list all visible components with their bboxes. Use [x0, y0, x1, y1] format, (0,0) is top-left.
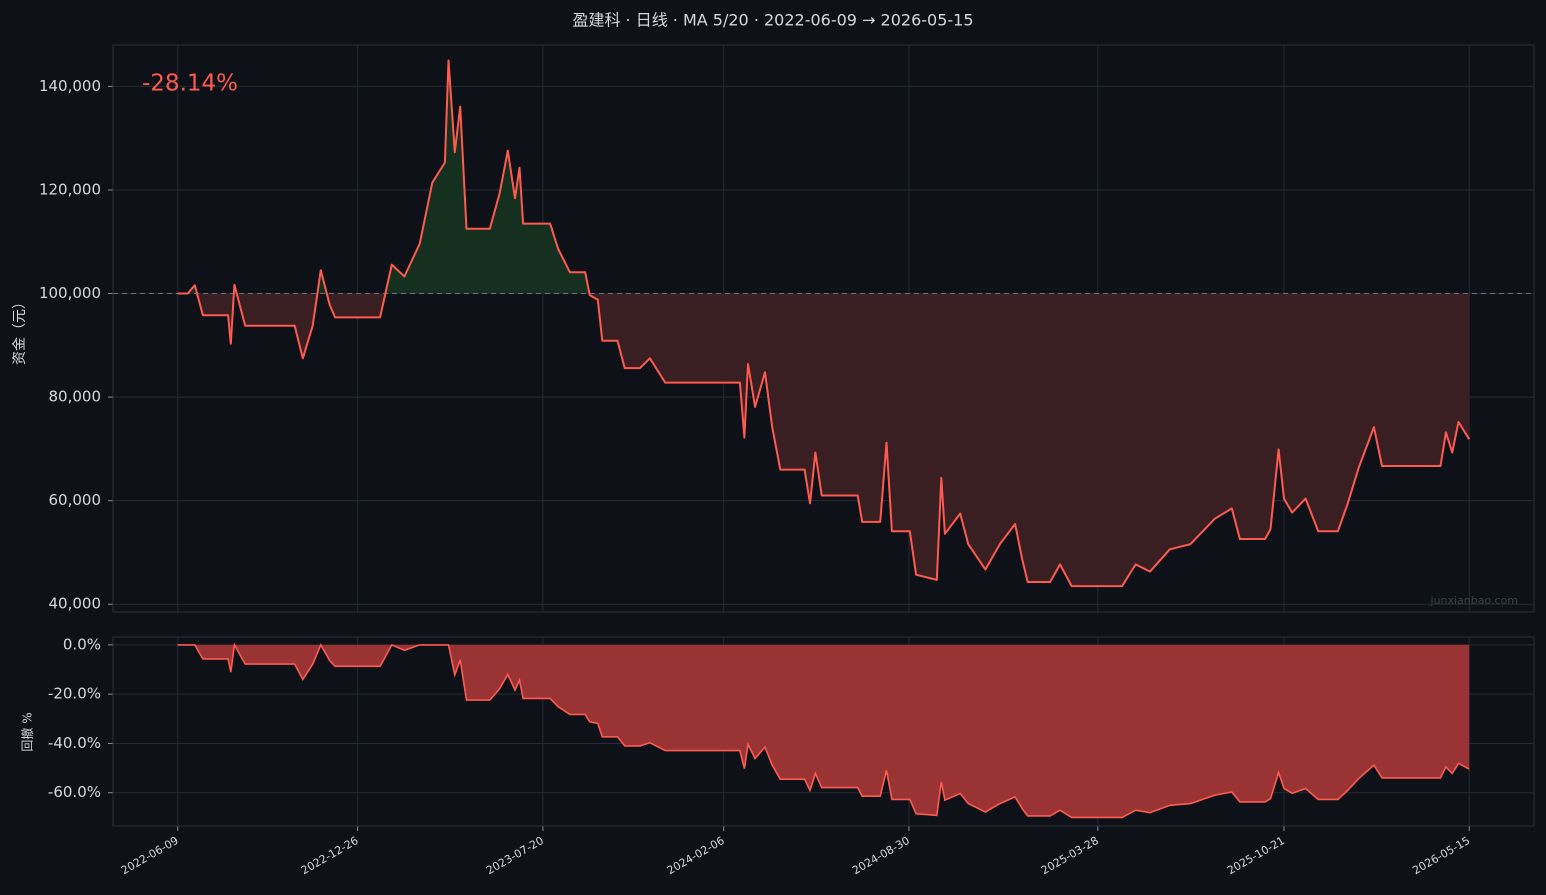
y-axis-label: 回撤 % — [20, 712, 35, 751]
y-axis-label: 资金（元） — [12, 295, 28, 365]
plot-frame — [112, 636, 1535, 827]
y-tick-label: 0.0% — [63, 635, 101, 653]
y-tick-label: 120,000 — [39, 180, 101, 198]
y-tick-label: -60.0% — [48, 783, 101, 801]
y-tick-label: 100,000 — [39, 284, 101, 302]
y-tick-label: 60,000 — [49, 491, 102, 509]
return-annotation: -28.14% — [142, 71, 238, 97]
y-tick-label: -20.0% — [48, 685, 101, 703]
y-tick-label: 80,000 — [49, 388, 102, 406]
plot-frame — [112, 44, 1535, 613]
drawdown-line — [177, 642, 1470, 819]
y-tick-label: 40,000 — [49, 595, 102, 613]
chart-title: 盈建科 · 日线 · MA 5/20 · 2022-06-09 → 2026-0… — [572, 11, 973, 30]
drawdown-area — [177, 644, 1470, 818]
watermark: junxianbao.com — [1429, 594, 1518, 607]
equity-line — [177, 59, 1471, 588]
y-tick-label: -40.0% — [48, 734, 101, 752]
gain-area — [177, 60, 590, 294]
loss-area — [177, 293, 1470, 587]
y-tick-label: 140,000 — [39, 77, 101, 95]
